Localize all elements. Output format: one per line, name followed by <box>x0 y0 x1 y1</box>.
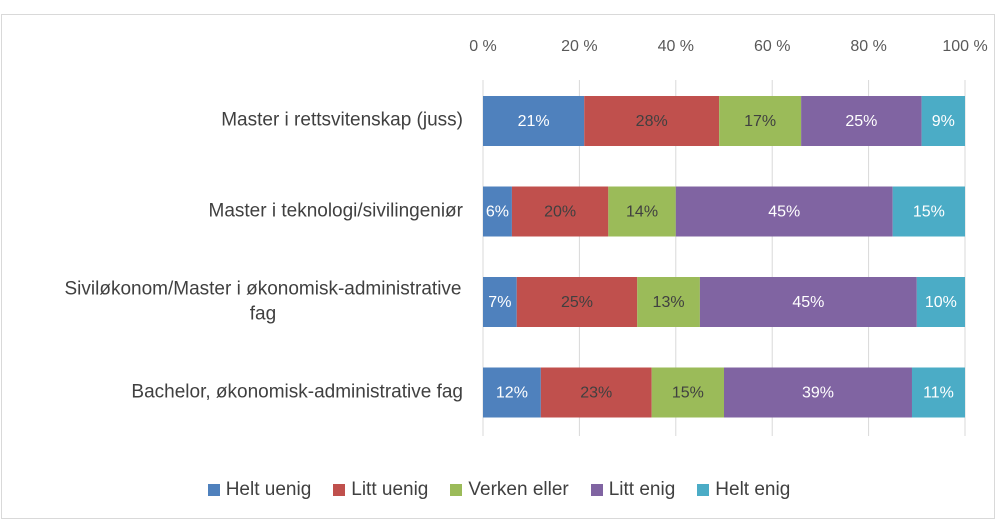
data-label: 15% <box>913 204 945 221</box>
x-tick-label: 100 % <box>942 38 987 55</box>
bar-segment <box>483 186 512 237</box>
data-label: 9% <box>932 113 955 130</box>
x-tick-label: 80 % <box>850 38 886 55</box>
bar-segment <box>584 96 720 146</box>
x-tick-label: 20 % <box>561 38 597 55</box>
category-label: Bachelor, økonomisk-administrative fag <box>131 381 463 403</box>
legend-swatch <box>207 484 220 496</box>
data-label: 17% <box>744 113 776 130</box>
bar-segment <box>916 277 965 327</box>
bar-segment <box>921 96 965 146</box>
category-label: Master i teknologi/sivilingeniør <box>208 200 464 222</box>
data-label: 39% <box>802 385 834 402</box>
data-label: 15% <box>672 385 704 402</box>
bar-segment <box>699 277 917 327</box>
bar-segment <box>651 367 724 418</box>
legend-item: Helt uenig <box>207 479 312 501</box>
x-tick-label: 60 % <box>754 38 790 55</box>
legend-label: Helt uenig <box>225 479 312 500</box>
bar-segment <box>540 367 652 418</box>
bar-segment <box>511 186 609 237</box>
legend-swatch <box>697 484 710 496</box>
data-label: 25% <box>845 113 877 130</box>
legend-swatch <box>450 484 463 496</box>
legend-swatch <box>590 484 603 496</box>
bar-segment <box>516 277 638 327</box>
bar-segment <box>675 186 893 237</box>
bar-segment <box>719 96 802 146</box>
legend-label: Verken eller <box>468 479 569 500</box>
data-label: 21% <box>518 113 550 130</box>
legend: Helt uenig Litt uenig Verken eller Litt eni… <box>0 479 998 501</box>
x-tick-label: 0 % <box>469 38 497 55</box>
bar-segment <box>892 186 965 237</box>
data-label: 45% <box>768 204 800 221</box>
data-label: 14% <box>626 204 658 221</box>
data-label: 25% <box>561 294 593 311</box>
data-label: 10% <box>925 294 957 311</box>
data-label: 11% <box>923 385 954 402</box>
bar-segment <box>724 367 912 418</box>
legend-label: Litt enig <box>608 479 676 500</box>
legend-item: Helt enig <box>697 479 790 501</box>
legend-label: Helt enig <box>715 479 791 500</box>
data-label: 20% <box>544 204 576 221</box>
bar-segment <box>483 277 517 327</box>
data-label: 6% <box>486 204 509 221</box>
data-label: 12% <box>496 385 528 402</box>
chart-frame <box>1 14 995 519</box>
bar-segment <box>608 186 676 237</box>
legend-item: Verken eller <box>450 479 569 501</box>
bar-segment <box>483 367 541 418</box>
x-tick-label: 40 % <box>658 38 694 55</box>
legend-item: Litt uenig <box>333 479 428 501</box>
data-label: 45% <box>792 294 824 311</box>
legend-item: Litt enig <box>590 479 676 501</box>
data-label: 13% <box>653 294 685 311</box>
bar-segment <box>801 96 922 146</box>
data-label: 7% <box>488 294 511 311</box>
data-label: 23% <box>580 385 612 402</box>
legend-swatch <box>333 484 346 496</box>
data-label: 28% <box>636 113 668 130</box>
bar-segment <box>483 96 585 146</box>
bar-segment <box>911 367 965 418</box>
legend-label: Litt uenig <box>351 479 429 500</box>
category-label: Master i rettsvitenskap (juss) <box>221 109 463 131</box>
category-label: Siviløkonom/Master i økonomisk-administr… <box>64 278 462 324</box>
bar-segment <box>637 277 700 327</box>
